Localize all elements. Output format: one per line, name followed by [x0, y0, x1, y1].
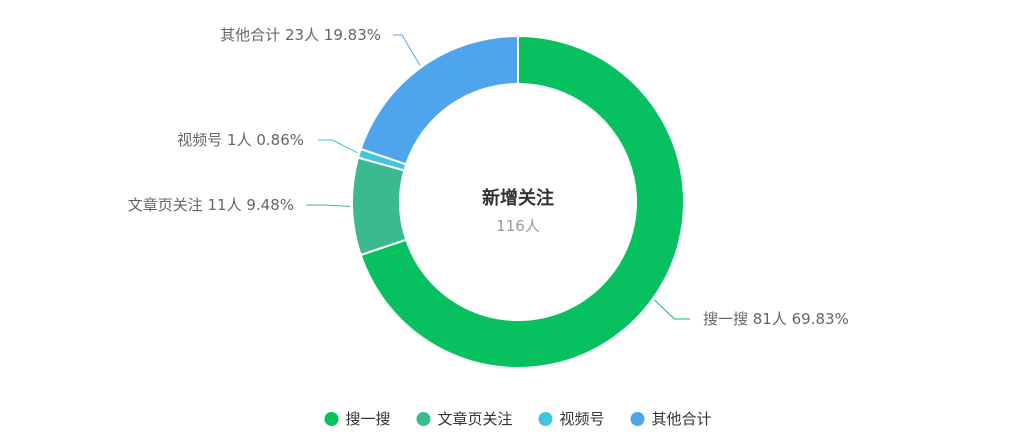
leader-line-3 — [318, 139, 358, 154]
slice-label-3: 视频号 1人 0.86% — [177, 131, 304, 149]
slice-label-4: 其他合计 23人 19.83% — [220, 26, 381, 44]
legend-label-1: 搜一搜 — [346, 410, 391, 428]
legend-swatch-2 — [416, 412, 431, 426]
slice-4[interactable] — [359, 34, 519, 166]
legend-label-2: 文章页关注 — [438, 410, 513, 428]
legend-swatch-3 — [538, 412, 553, 426]
legend-item-3[interactable]: 视频号 — [538, 410, 605, 428]
legend-item-1[interactable]: 搜一搜 — [324, 410, 391, 428]
legend-swatch-1 — [324, 412, 339, 426]
legend-label-4: 其他合计 — [652, 410, 712, 428]
leader-line-1 — [654, 299, 690, 320]
leader-line-2 — [306, 204, 351, 208]
center-title: 新增关注 — [482, 187, 554, 209]
slices-group — [351, 34, 685, 369]
slice-labels-group: 搜一搜 81人 69.83% 文章页关注 11人 9.48% 视频号 1人 0.86… — [128, 26, 849, 328]
legend-item-2[interactable]: 文章页关注 — [416, 410, 513, 428]
legend-label-3: 视频号 — [560, 410, 605, 428]
slice-1[interactable] — [359, 34, 685, 369]
legend-swatch-4 — [630, 412, 645, 426]
center-subtitle: 116人 — [496, 217, 540, 235]
legend: 搜一搜 文章页关注 视频号 其他合计 — [324, 410, 712, 428]
leader-line-4 — [393, 34, 421, 66]
slice-label-2: 文章页关注 11人 9.48% — [128, 196, 294, 214]
legend-item-4[interactable]: 其他合计 — [630, 410, 712, 428]
leader-lines-group — [306, 34, 690, 320]
slice-2[interactable] — [351, 156, 408, 257]
slice-label-1: 搜一搜 81人 69.83% — [703, 310, 849, 328]
center-label-group: 新增关注 116人 — [482, 187, 554, 235]
